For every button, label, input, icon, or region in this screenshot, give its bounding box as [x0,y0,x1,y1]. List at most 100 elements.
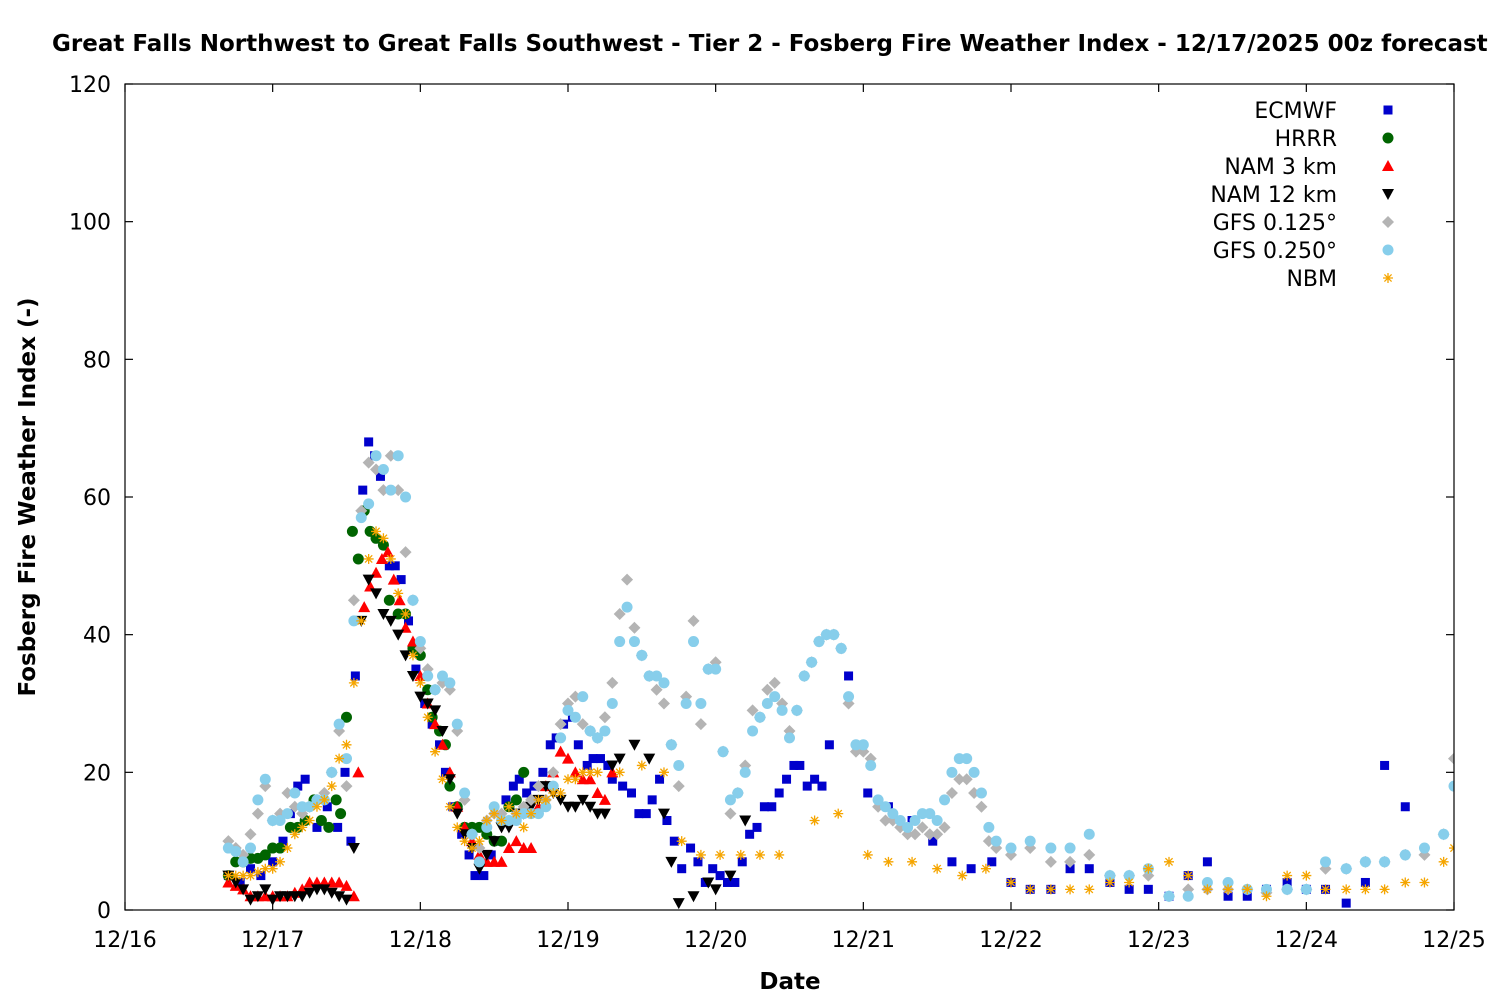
data-point-gfs-0-125 [761,683,774,696]
data-point-gfs-0-250 [621,601,633,613]
data-point-gfs-0-125 [975,800,988,813]
data-point-ecmwf [358,485,368,495]
data-point-gfs-0-250 [488,801,500,813]
data-point-gfs-0-250 [363,498,375,510]
data-point-nam-12-km [325,887,338,899]
data-point-gfs-0-125 [621,573,634,586]
data-point-gfs-0-125 [931,828,944,841]
data-point-gfs-0-250 [466,828,478,840]
data-point-gfs-0-125 [399,546,412,559]
y-tick-label: 100 [69,211,111,236]
data-point-nbm [636,760,647,771]
data-point-ecmwf [1065,864,1075,874]
data-point-gfs-0-125 [768,676,781,689]
data-point-ecmwf [722,877,732,887]
legend-label-nam-12-km: NAM 12 km [1210,183,1337,208]
data-point-nbm [467,843,478,854]
data-point-gfs-0-125 [916,821,929,834]
data-point-ecmwf [390,561,400,571]
data-point-nbm [223,870,234,881]
data-point-gfs-0-125 [347,594,360,607]
legend-marker-nam-12-km [1382,189,1394,200]
data-point-gfs-0-250 [1340,863,1352,875]
data-point-ecmwf [464,850,474,860]
data-point-nbm [833,808,844,819]
data-point-hrrr [352,553,364,565]
data-point-gfs-0-250 [769,691,781,703]
data-point-gfs-0-250 [1281,883,1293,895]
data-point-nam-12-km [628,739,641,751]
data-point-ecmwf [824,740,834,750]
data-point-gfs-0-250 [230,845,242,857]
data-point-gfs-0-125 [650,683,663,696]
data-point-ecmwf [810,774,820,784]
data-point-ecmwf [384,561,394,571]
data-point-gfs-0-125 [1044,855,1057,868]
data-point-gfs-0-250 [274,815,286,827]
data-point-ecmwf [618,781,628,791]
y-tick-label: 40 [83,624,111,649]
data-point-gfs-0-250 [370,450,382,462]
data-point-gfs-0-250 [400,491,412,503]
data-point-nam-12-km [702,877,715,889]
data-point-gfs-0-250 [1083,828,1095,840]
data-point-nbm [444,801,455,812]
data-point-gfs-0-250 [1024,835,1036,847]
data-point-gfs-0-250 [710,663,722,675]
data-point-gfs-0-250 [673,759,685,771]
data-point-gfs-0-250 [1005,842,1017,854]
data-point-nbm [348,677,359,688]
data-point-ecmwf [588,754,598,764]
data-point-ecmwf [350,671,360,681]
data-point-ecmwf [501,795,511,805]
data-point-gfs-0-250 [1201,876,1213,888]
data-point-nam-3-km [473,848,486,860]
data-point-ecmwf [1282,877,1292,887]
data-point-nam-12-km [739,815,752,827]
data-point-gfs-0-250 [599,725,611,737]
data-point-gfs-0-250 [422,670,434,682]
data-point-gfs-0-250 [414,636,426,648]
data-point-nam-12-km [421,698,434,710]
data-point-gfs-0-250 [828,629,840,641]
legend-label-nbm: NBM [1286,267,1337,292]
data-point-ecmwf [607,774,617,784]
data-point-ecmwf [375,471,385,481]
data-point-ecmwf [411,664,421,674]
data-point-ecmwf [795,760,805,770]
data-point-gfs-0-250 [555,732,567,744]
data-point-hrrr [414,649,426,661]
data-point-gfs-0-250 [429,684,441,696]
data-point-nbm [1025,884,1036,895]
data-point-nbm [1065,884,1076,895]
data-point-gfs-0-125 [938,821,951,834]
data-point-nbm [363,553,374,564]
data-point-ecmwf [1380,760,1390,770]
data-point-gfs-0-125 [598,711,611,724]
legend-marker-nam-3-km [1382,160,1394,171]
data-point-nbm [1143,863,1154,874]
data-point-nbm [585,767,596,778]
x-axis-title: Date [759,969,820,995]
data-point-nbm [275,856,286,867]
data-point-gfs-0-250 [481,821,493,833]
data-point-hrrr [383,594,395,606]
data-point-nam-12-km [569,801,582,813]
data-point-nbm [774,849,785,860]
data-point-nam-12-km [724,870,737,882]
data-point-ecmwf [817,781,827,791]
data-point-gfs-0-250 [724,794,736,806]
data-point-gfs-0-125 [1064,855,1077,868]
data-point-nbm [311,801,322,812]
data-point-ecmwf [789,760,799,770]
data-point-gfs-0-250 [695,698,707,709]
data-point-nam-12-km [370,588,383,600]
data-point-gfs-0-125 [362,456,375,469]
data-point-nam-3-km [598,793,611,805]
legend-label-gfs-0-125: GFS 0.125° [1213,211,1337,236]
data-point-nbm [407,650,418,661]
data-point-ecmwf [333,822,343,832]
data-point-nbm [378,533,389,544]
data-point-gfs-0-250 [348,615,360,627]
data-point-ecmwf [396,575,406,585]
